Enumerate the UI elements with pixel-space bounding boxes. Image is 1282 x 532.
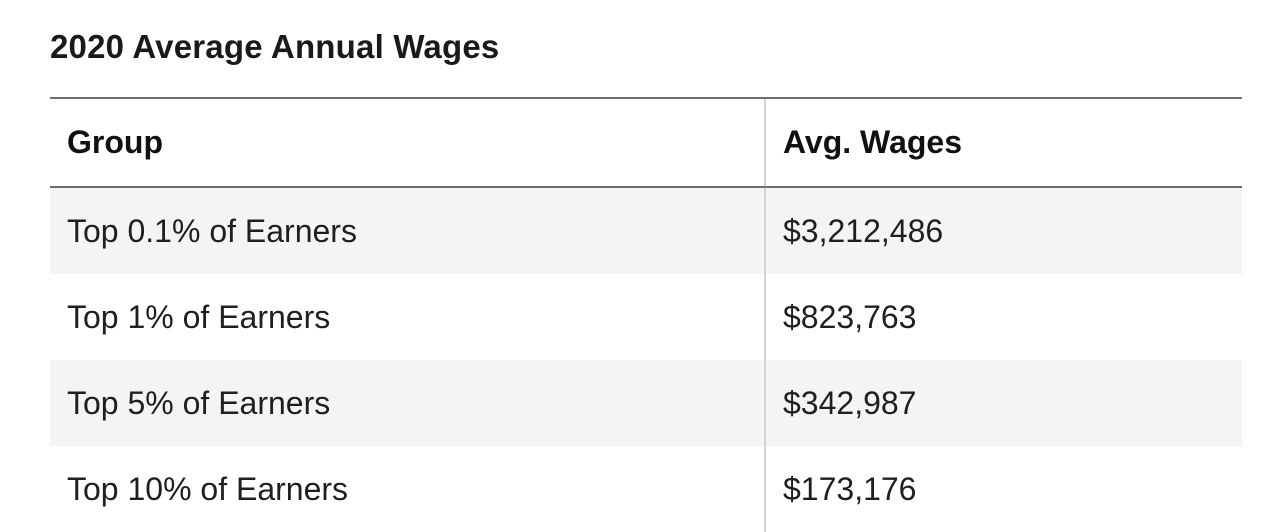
wages-table: Group Avg. Wages Top 0.1% of Earners $3,…	[50, 97, 1242, 532]
table-row: Top 10% of Earners $173,176	[50, 446, 1242, 532]
table-header-row: Group Avg. Wages	[50, 99, 1242, 188]
table-row: Top 1% of Earners $823,763	[50, 274, 1242, 360]
wages-cell: $173,176	[783, 470, 917, 507]
wages-cell: $823,763	[783, 298, 917, 335]
wages-cell: $3,212,486	[783, 212, 944, 249]
group-cell: Top 5% of Earners	[50, 360, 766, 446]
header-avg-wages: Avg. Wages	[783, 124, 962, 160]
table-row: Top 0.1% of Earners $3,212,486	[50, 188, 1242, 274]
table-title: 2020 Average Annual Wages	[50, 28, 500, 65]
group-cell: Top 10% of Earners	[50, 446, 766, 532]
wages-cell: $342,987	[783, 384, 917, 421]
table-row: Top 5% of Earners $342,987	[50, 360, 1242, 446]
group-cell: Top 1% of Earners	[50, 274, 766, 360]
header-group: Group	[50, 99, 766, 186]
group-cell: Top 0.1% of Earners	[50, 188, 766, 274]
